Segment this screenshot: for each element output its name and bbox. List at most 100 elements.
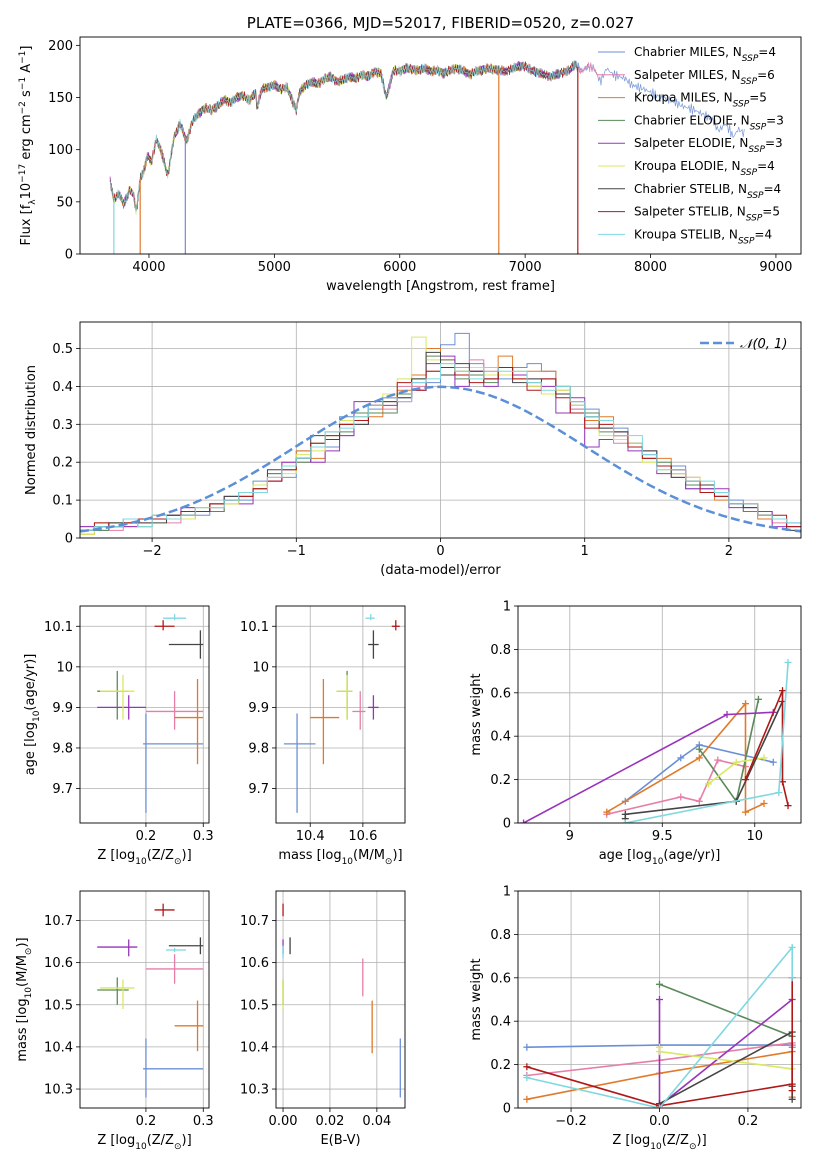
label-part: SSP	[750, 122, 767, 132]
weight-marker	[723, 711, 731, 718]
weight-marker	[656, 1104, 663, 1108]
weight-marker	[788, 1095, 796, 1103]
plot-area	[283, 614, 400, 813]
x-axis-label: Z [log10(Z/Z⊙)]	[97, 1133, 191, 1152]
weight-line-chabrier-stelib	[624, 701, 784, 819]
y-tick-label: 10.6	[240, 956, 269, 971]
weight-marker	[754, 695, 762, 703]
y-tick-label: 10.1	[44, 620, 73, 635]
weight-marker	[760, 754, 768, 762]
x-tick-label: −1	[287, 544, 306, 559]
weight-marker	[769, 758, 777, 766]
label-part: −1	[18, 51, 28, 64]
histogram-kroupa-stelib	[80, 363, 801, 538]
label-part: SSP	[741, 77, 758, 87]
y-tick-label: 0.8	[490, 643, 511, 658]
chart-mass-vs-EBV: 0.00 0.02 0.04 10.3 10.4 10.5 10.6 10.7 E(B-V)	[240, 890, 406, 1148]
y-tick-label: 9.9	[52, 701, 73, 716]
x-tick-label: 10.4	[296, 829, 325, 844]
x-axis-label: E(B-V)	[320, 1133, 360, 1148]
errorbar-kroupa-stelib	[163, 614, 187, 621]
label-part: Z [log	[97, 1133, 135, 1148]
label-part: (Z/Z	[662, 1133, 689, 1148]
label-part: 10	[24, 987, 34, 999]
weight-marker	[621, 810, 629, 818]
x-tick-label: 9	[566, 829, 574, 844]
errorbar-salpeter-elodie	[368, 695, 379, 720]
y-tick-label: 9.7	[52, 782, 73, 797]
label-part: Z [log	[97, 848, 135, 863]
x-tick-label: 0.02	[315, 1114, 344, 1129]
legend-entry: Salpeter STELIB, NSSP=5	[634, 205, 780, 224]
weight-marker	[732, 758, 740, 766]
y-tick-label: 0.2	[490, 773, 511, 788]
x-tick-label: 10.6	[348, 829, 377, 844]
y-tick-label: 9.8	[52, 741, 73, 756]
weight-marker	[784, 802, 792, 810]
label-part: (M/M	[15, 955, 30, 987]
label-part: mass [log	[278, 848, 341, 863]
spectrum-line-chabrier-elodie	[109, 62, 578, 210]
label-part: =4	[764, 182, 782, 196]
plot-area	[97, 614, 204, 813]
label-part: 10	[135, 857, 147, 867]
weight-marker	[523, 1043, 531, 1051]
y-tick-label: 100	[48, 143, 73, 158]
spectrum-line-salpeter-stelib	[109, 61, 578, 209]
weight-line-salpeter-elodie	[658, 998, 793, 1108]
errorbar-salpeter-stelib	[154, 903, 175, 917]
errorbar-chabrier-stelib	[168, 630, 204, 659]
label-part: mass weight	[469, 673, 484, 755]
label-part: (Z/Z	[147, 1133, 174, 1148]
weight-marker	[788, 974, 796, 982]
label-part: SSP	[741, 168, 758, 178]
legend-entry: Kroupa STELIB, NSSP=4	[634, 227, 772, 246]
weight-marker	[788, 943, 796, 951]
label-part: =3	[765, 136, 783, 150]
errorbar-kroupa-stelib	[365, 614, 375, 621]
x-axis-label: wavelength [Angstrom, rest frame]	[326, 279, 555, 294]
y-tick-label: 0.8	[490, 928, 511, 943]
x-axis-label: mass [log10(M/M⊙)]	[278, 848, 402, 867]
y-tick-label: 0.4	[52, 380, 73, 395]
label-part: (data-model)/error	[380, 563, 501, 578]
label-part: )]	[392, 848, 402, 863]
y-tick-label: 9.7	[248, 782, 269, 797]
plot-area	[80, 332, 801, 538]
legend-entry: Chabrier STELIB, NSSP=4	[634, 182, 781, 201]
label-part: SSP	[733, 100, 750, 110]
weight-marker	[621, 819, 629, 823]
label-part: Kroupa ELODIE, N	[634, 159, 741, 173]
plot-area	[523, 943, 796, 1108]
y-tick-label: 10.7	[44, 914, 73, 929]
weight-marker	[523, 1095, 531, 1103]
y-tick-label: 10.5	[44, 998, 73, 1013]
label-part: 10	[32, 710, 42, 722]
y-tick-label: 0.4	[490, 1015, 511, 1030]
y-tick-label: 10	[252, 660, 269, 675]
errorbar-kroupa-miles	[174, 1000, 204, 1052]
x-tick-label: 9000	[759, 260, 792, 275]
x-tick-label: 0.2	[738, 1114, 759, 1129]
spectrum-line-kroupa-stelib	[109, 60, 578, 211]
label-part: =5	[749, 91, 767, 105]
weight-marker	[705, 780, 713, 788]
y-tick-label: 10.7	[240, 914, 269, 929]
label-part: ⊙	[385, 857, 393, 867]
weight-line-kroupa-stelib	[526, 945, 794, 1108]
label-part: =3	[766, 113, 784, 127]
weight-marker	[656, 996, 663, 1003]
axes-frame	[517, 605, 802, 824]
errorbar-chabrier-miles	[143, 1038, 204, 1098]
label-part: Z [log	[612, 1133, 650, 1148]
label-part: ⊙	[24, 948, 34, 956]
x-tick-label: 0.0	[649, 1114, 670, 1129]
y-tick-label: 10.4	[44, 1040, 73, 1055]
label-part: 10	[135, 1142, 147, 1152]
label-part: SSP	[746, 214, 763, 224]
x-tick-label: 0.2	[136, 829, 157, 844]
legend-entry: Kroupa ELODIE, NSSP=4	[634, 159, 775, 178]
y-tick-label: 10.3	[44, 1083, 73, 1098]
weight-marker	[760, 799, 768, 807]
x-tick-label: 0.04	[362, 1114, 391, 1129]
